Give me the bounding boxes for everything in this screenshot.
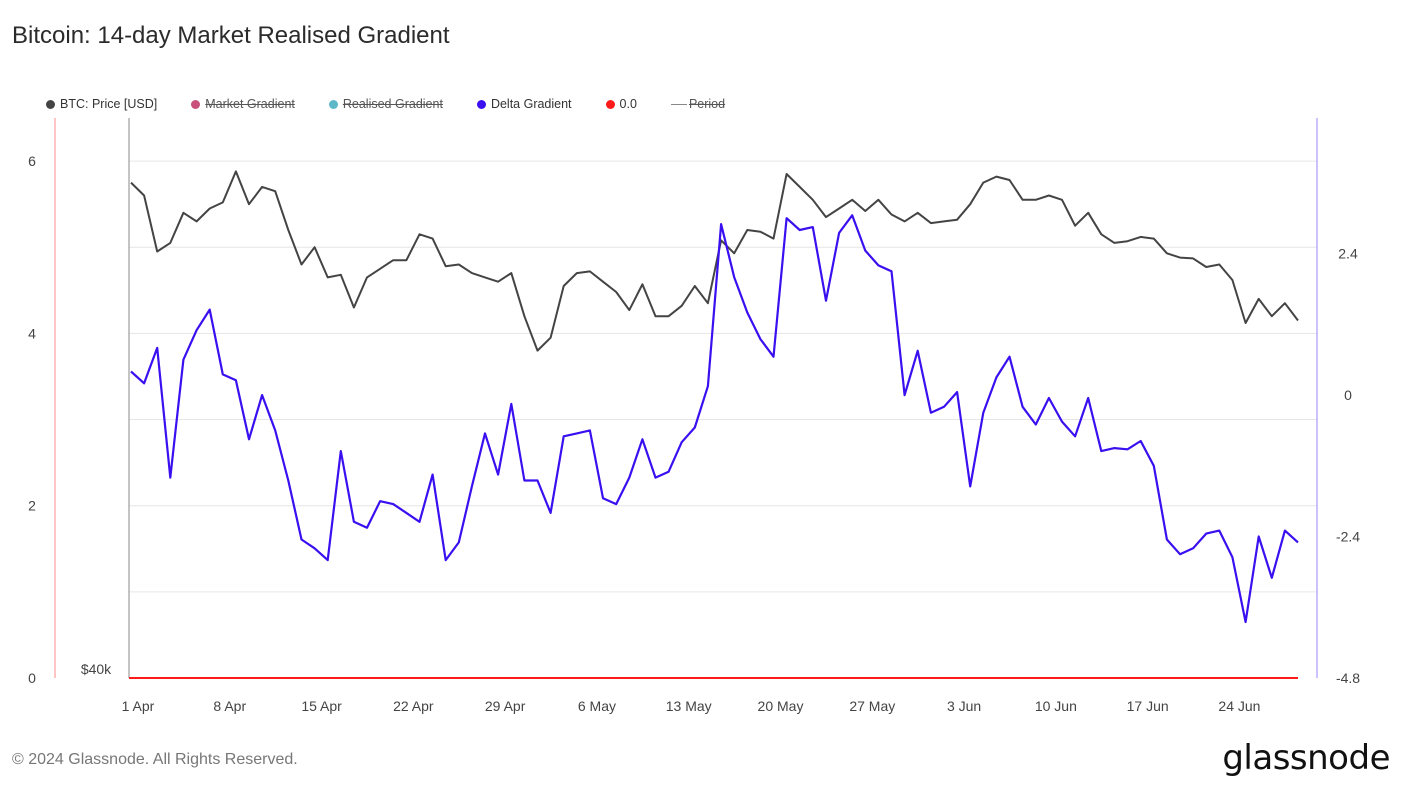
series-delta-gradient-line — [130, 214, 1299, 624]
x-tick-label: 15 Apr — [301, 698, 342, 714]
legend-line-swatch — [670, 103, 687, 105]
legend-item-5[interactable]: Period — [670, 97, 726, 111]
legend-dot-swatch — [605, 99, 615, 109]
left-tick-label: 0 — [28, 670, 36, 686]
legend-item-2[interactable]: Realised Gradient — [328, 97, 443, 111]
legend-dot-swatch — [476, 99, 486, 109]
x-tick-label: 10 Jun — [1035, 698, 1077, 714]
x-tick-label: 20 May — [758, 698, 804, 714]
x-tick-label: 6 May — [578, 698, 616, 714]
right-tick-label: -4.8 — [1336, 670, 1360, 686]
series-btc-price-line — [130, 170, 1299, 352]
legend-dot-swatch — [46, 99, 55, 109]
legend-label: Realised Gradient — [342, 97, 443, 111]
x-tick-label: 27 May — [849, 698, 895, 714]
legend-dot-swatch — [328, 99, 338, 109]
glassnode-logo: glassnode — [1222, 738, 1390, 778]
legend-label: BTC: Price [USD] — [60, 97, 158, 111]
x-tick-label: 17 Jun — [1127, 698, 1169, 714]
legend-label: Market Gradient — [205, 97, 295, 111]
legend-dot-swatch — [191, 99, 201, 109]
chart-title: Bitcoin: 14-day Market Realised Gradient — [12, 22, 450, 49]
left-tick-label: 2 — [28, 498, 36, 514]
x-tick-label: 29 Apr — [485, 698, 526, 714]
right-tick-label: 2.4 — [1338, 246, 1358, 262]
legend-item-3[interactable]: Delta Gradient — [476, 97, 572, 111]
legend-item-4[interactable]: 0.0 — [605, 97, 637, 111]
left-tick-label: 4 — [28, 325, 36, 341]
legend-item-0[interactable]: BTC: Price [USD] — [46, 97, 157, 111]
legend-label: 0.0 — [619, 97, 637, 111]
x-tick-label: 13 May — [666, 698, 712, 714]
left-tick-label: 6 — [28, 153, 36, 169]
right-tick-label: 0 — [1344, 387, 1352, 403]
price-axis-label: $40k — [81, 661, 112, 677]
x-tick-label: 1 Apr — [122, 698, 155, 714]
copyright-footer: © 2024 Glassnode. All Rights Reserved. — [12, 751, 298, 768]
right-tick-label: -2.4 — [1336, 529, 1360, 545]
x-tick-label: 24 Jun — [1218, 698, 1260, 714]
legend-label: Period — [688, 97, 726, 111]
legend-label: Delta Gradient — [490, 97, 572, 111]
x-tick-label: 3 Jun — [947, 698, 981, 714]
x-tick-label: 8 Apr — [213, 698, 246, 714]
legend-item-1[interactable]: Market Gradient — [191, 97, 295, 111]
legend: BTC: Price [USD] Market Gradient Realised … — [46, 97, 759, 111]
x-tick-label: 22 Apr — [393, 698, 434, 714]
